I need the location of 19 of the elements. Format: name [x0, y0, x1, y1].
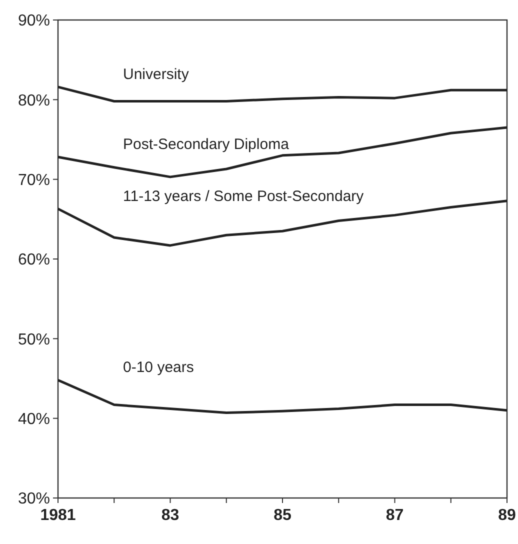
series-label: Post-Secondary Diploma [123, 136, 290, 154]
line-series [56, 86, 508, 103]
series-label: 0-10 years [123, 359, 194, 376]
y-tick-label: 40% [18, 410, 50, 428]
y-tick-label: 70% [18, 172, 50, 189]
y-tick-label: 60% [18, 252, 50, 269]
line-series [56, 378, 508, 414]
x-tick-label: 89 [498, 507, 516, 524]
y-tick-label: 90% [18, 12, 50, 30]
x-tick-label: 87 [386, 507, 404, 524]
y-tick-label: 30% [18, 490, 50, 508]
x-tick-label: 1981 [40, 507, 76, 524]
line-series [56, 126, 508, 178]
y-tick-label: 50% [18, 331, 50, 348]
y-tick-label: 80% [18, 92, 50, 110]
series-label: 11-13 years / Some Post-Secondary [123, 188, 364, 205]
x-tick-label: 83 [161, 507, 180, 524]
series-label: University [123, 66, 190, 83]
x-tick-label: 85 [274, 507, 292, 524]
